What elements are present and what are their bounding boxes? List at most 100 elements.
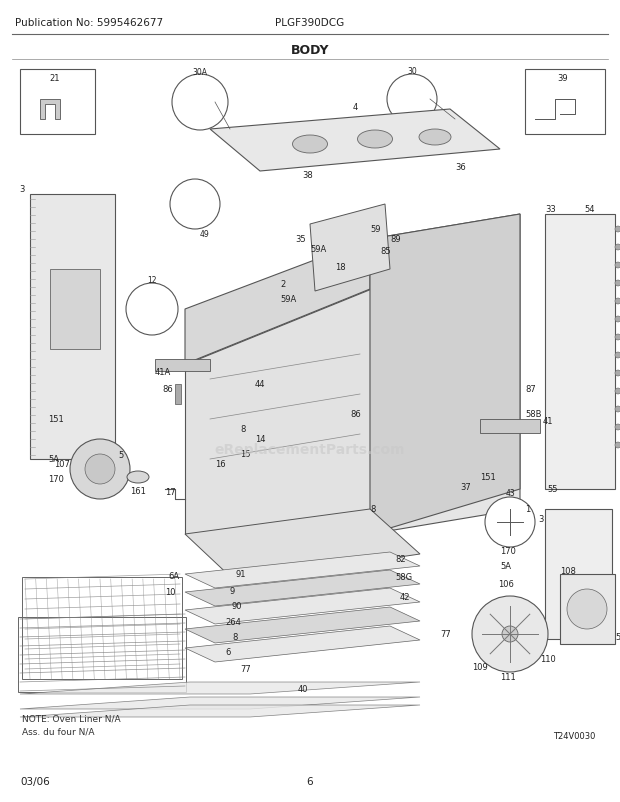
Polygon shape: [185, 570, 420, 606]
Text: 86: 86: [162, 385, 173, 394]
Circle shape: [444, 354, 456, 366]
Text: 111: 111: [500, 673, 516, 682]
Text: 151: 151: [48, 415, 64, 424]
Circle shape: [615, 245, 620, 251]
Text: 36: 36: [455, 164, 466, 172]
Bar: [20, 70, 95, 135]
Circle shape: [472, 596, 548, 672]
Circle shape: [615, 298, 620, 305]
Text: 35: 35: [295, 235, 306, 244]
Polygon shape: [185, 626, 420, 662]
Text: 03/06: 03/06: [20, 776, 50, 786]
Circle shape: [484, 314, 496, 326]
Polygon shape: [545, 509, 612, 639]
Circle shape: [70, 439, 130, 500]
Text: 2: 2: [280, 280, 285, 290]
Text: 59: 59: [370, 225, 381, 234]
Polygon shape: [370, 215, 520, 534]
Text: 108: 108: [560, 567, 576, 576]
Text: 10: 10: [165, 588, 175, 597]
Text: 8: 8: [232, 633, 237, 642]
Polygon shape: [20, 705, 420, 717]
Polygon shape: [40, 100, 60, 119]
Text: 43: 43: [505, 488, 515, 497]
Polygon shape: [185, 607, 420, 643]
Polygon shape: [20, 683, 420, 695]
Circle shape: [392, 286, 408, 302]
Circle shape: [615, 334, 620, 341]
Polygon shape: [20, 697, 420, 709]
Text: 109: 109: [472, 662, 488, 671]
Polygon shape: [545, 215, 615, 489]
Circle shape: [387, 75, 437, 125]
Text: 33: 33: [545, 205, 556, 214]
Text: 58G: 58G: [395, 573, 412, 581]
Text: 6: 6: [225, 648, 231, 657]
Polygon shape: [370, 215, 520, 534]
Circle shape: [85, 455, 115, 484]
Text: 16: 16: [215, 460, 226, 469]
Circle shape: [615, 263, 620, 269]
Text: 5A: 5A: [500, 561, 511, 571]
Text: 12: 12: [148, 276, 157, 285]
Text: 8: 8: [370, 505, 375, 514]
Text: 38: 38: [302, 170, 312, 180]
Circle shape: [615, 353, 620, 358]
Text: Publication No: 5995462677: Publication No: 5995462677: [15, 18, 163, 28]
Text: 77: 77: [440, 630, 451, 638]
Circle shape: [502, 626, 518, 642]
Text: 87: 87: [525, 385, 536, 394]
Text: 5A: 5A: [48, 455, 59, 464]
Text: 59A: 59A: [280, 295, 296, 304]
Text: 59A: 59A: [310, 245, 326, 254]
Text: 89: 89: [390, 235, 401, 244]
Circle shape: [615, 443, 620, 448]
Circle shape: [615, 388, 620, 395]
Text: 6A: 6A: [168, 572, 179, 581]
Text: 151: 151: [480, 473, 496, 482]
Ellipse shape: [127, 472, 149, 484]
Text: 264: 264: [225, 618, 241, 626]
Bar: [18, 618, 186, 692]
Circle shape: [615, 281, 620, 286]
Circle shape: [472, 272, 488, 288]
Text: 77: 77: [240, 665, 250, 674]
Text: NOTE: Oven Liner N/A: NOTE: Oven Liner N/A: [22, 714, 121, 723]
Circle shape: [405, 384, 415, 395]
Text: 41A: 41A: [155, 368, 171, 377]
Polygon shape: [210, 110, 500, 172]
Text: 37: 37: [460, 483, 471, 492]
Text: PLGF390DCG: PLGF390DCG: [275, 18, 345, 28]
Text: 170: 170: [48, 475, 64, 484]
Text: 5: 5: [615, 633, 620, 642]
Ellipse shape: [419, 130, 451, 146]
Ellipse shape: [358, 131, 392, 149]
Text: 41: 41: [543, 417, 554, 426]
Text: 21: 21: [50, 74, 60, 83]
Text: 5: 5: [118, 451, 123, 460]
Circle shape: [615, 227, 620, 233]
Circle shape: [615, 371, 620, 376]
Text: BODY: BODY: [291, 43, 329, 56]
Ellipse shape: [293, 136, 327, 154]
Text: 8: 8: [240, 425, 246, 434]
Text: 14: 14: [255, 435, 265, 444]
Circle shape: [615, 424, 620, 431]
Text: 39: 39: [557, 74, 569, 83]
Circle shape: [485, 497, 535, 547]
Text: T24V0030: T24V0030: [552, 731, 595, 740]
Text: 17: 17: [165, 488, 175, 497]
Bar: [175, 384, 181, 404]
Polygon shape: [30, 195, 115, 460]
Text: 58B: 58B: [525, 410, 541, 419]
Text: 18: 18: [335, 263, 345, 272]
Text: 86: 86: [350, 410, 361, 419]
Bar: [525, 70, 605, 135]
Bar: [22, 577, 182, 679]
Text: 42: 42: [400, 593, 410, 602]
Text: 9: 9: [230, 587, 235, 596]
Text: 90: 90: [232, 602, 242, 611]
Text: 82: 82: [395, 555, 405, 564]
Polygon shape: [310, 205, 390, 292]
Polygon shape: [185, 290, 370, 534]
